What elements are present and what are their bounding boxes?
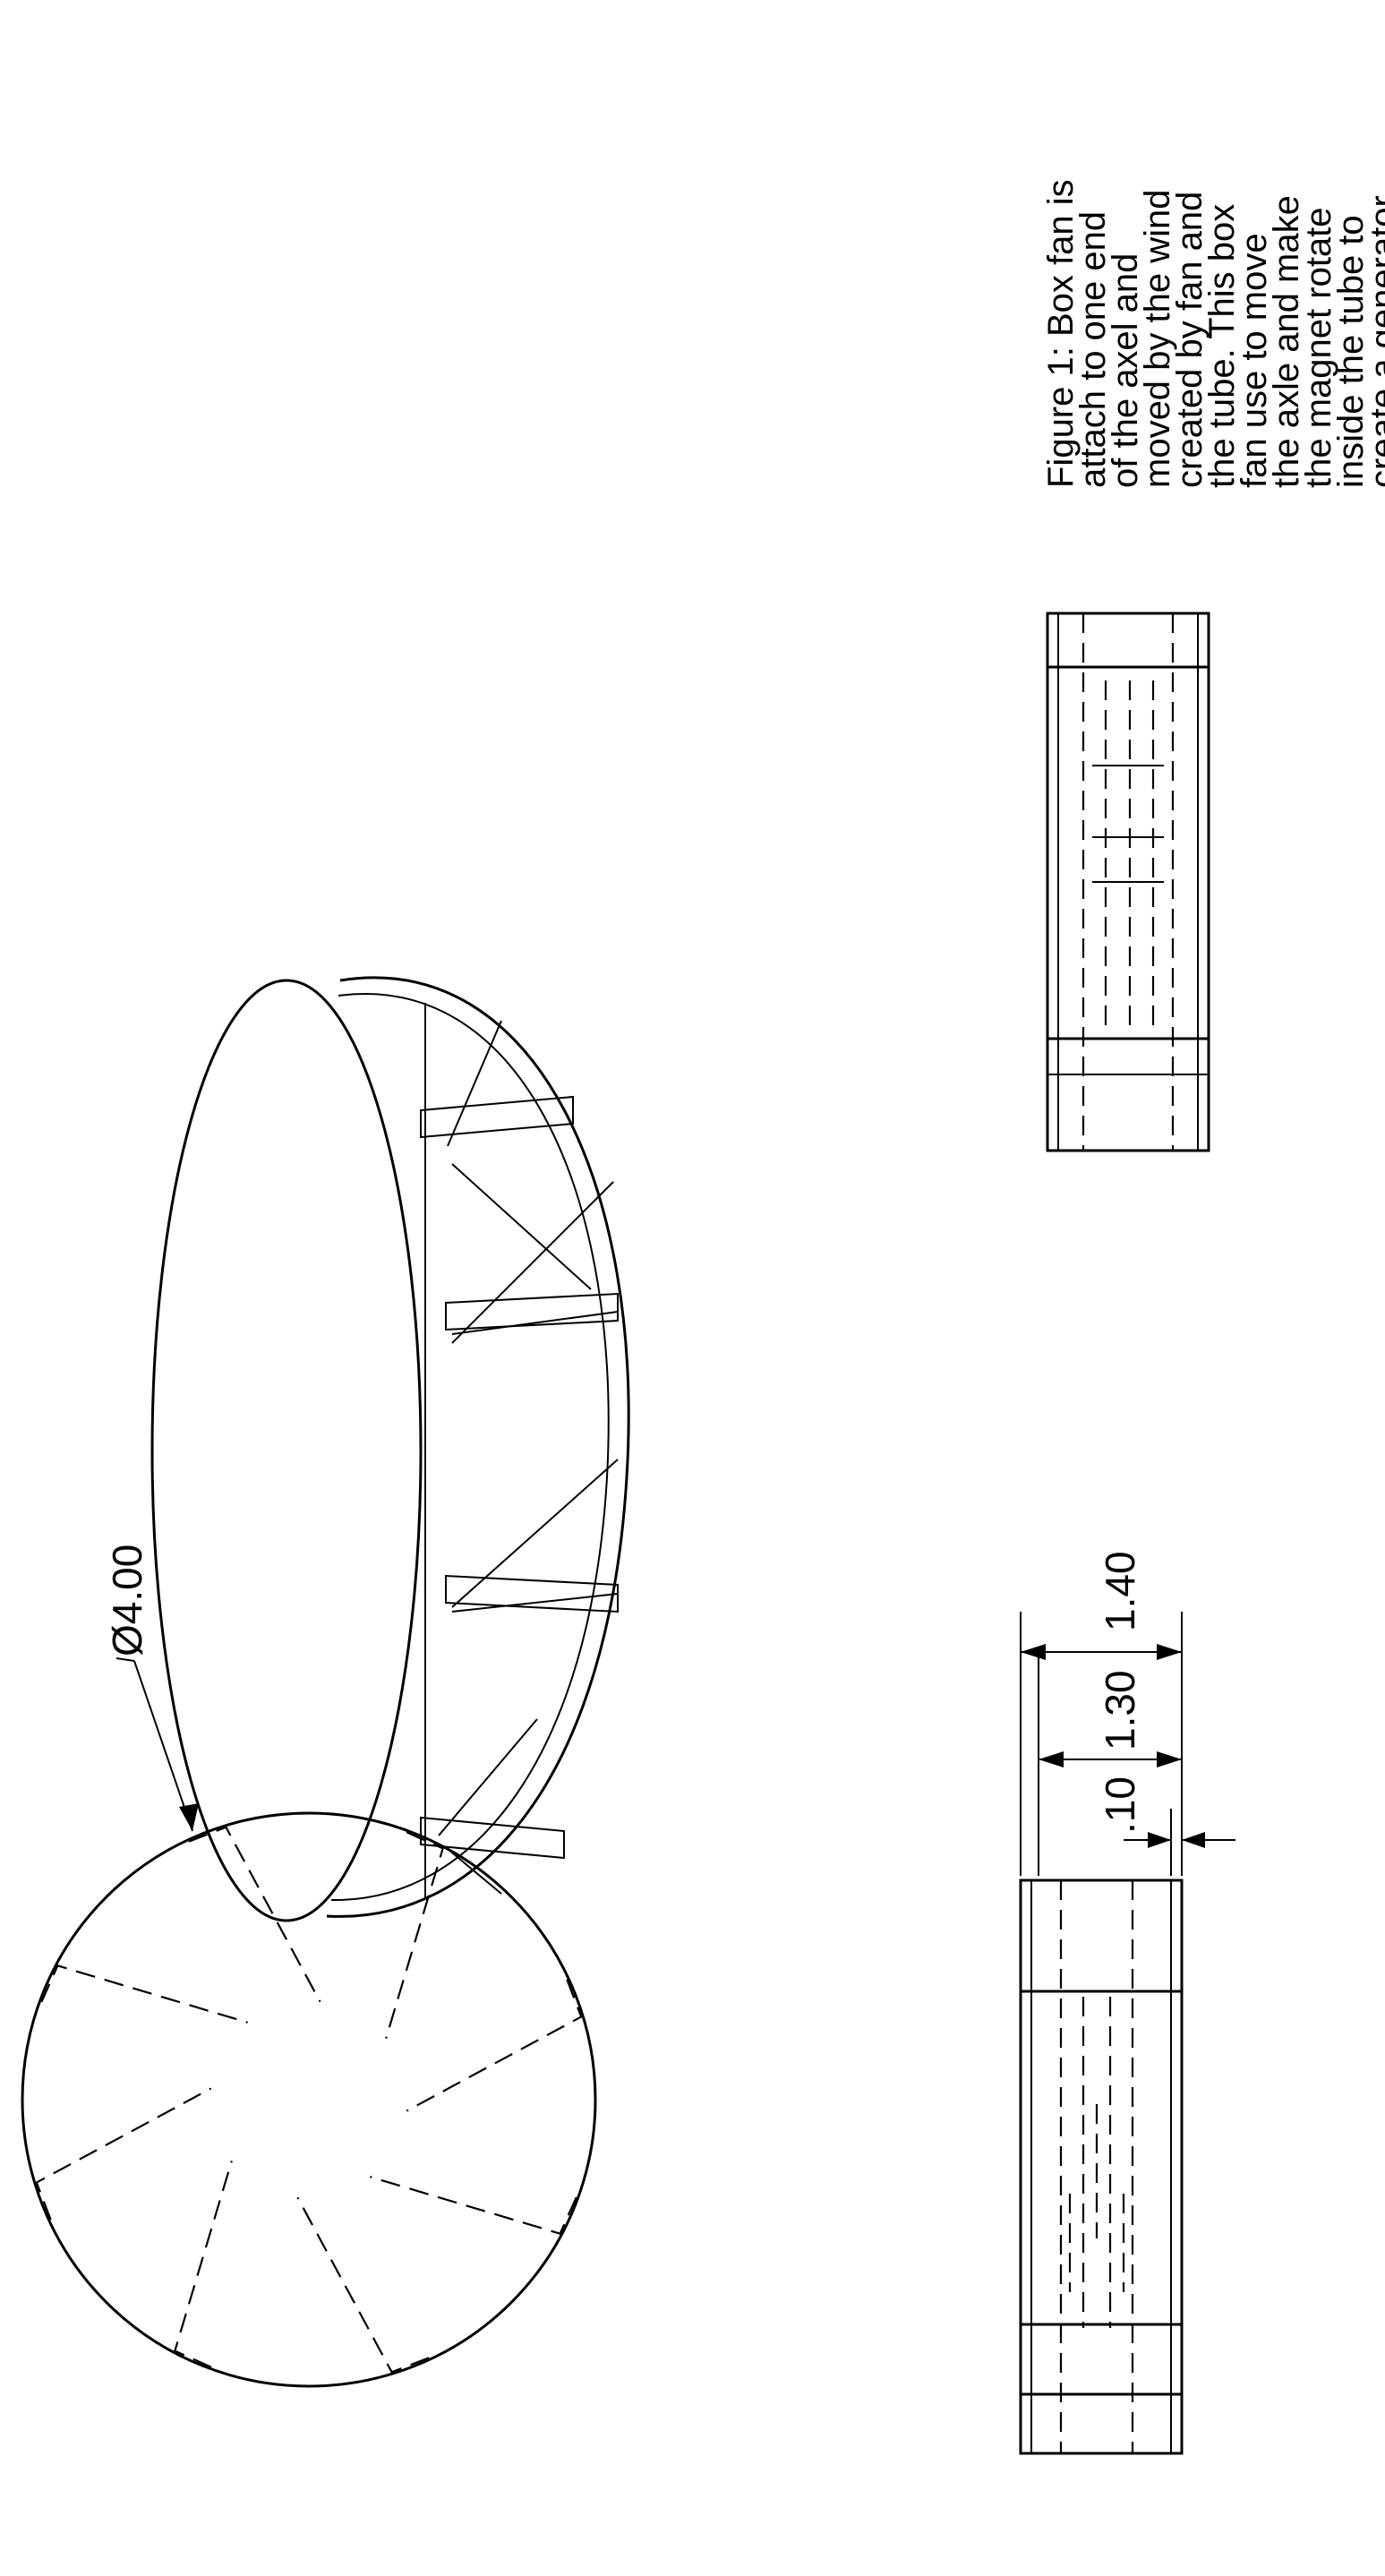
- fan-blade: [370, 2177, 576, 2233]
- iso-top-face: [152, 980, 421, 1921]
- iso-back-rim: [327, 978, 628, 1916]
- dim-length-total: 1.40: [1097, 1551, 1143, 1631]
- fan-blades: [37, 1827, 581, 2372]
- fan-blade: [297, 2197, 429, 2372]
- fan-blade: [189, 1827, 321, 2002]
- fan-top-view: [22, 1813, 595, 2386]
- diameter-callout: Ø4.00: [104, 1545, 199, 1831]
- fan-blade: [406, 1980, 581, 2111]
- fan-side-view-dimensioned: 1.40 1.30 .10: [1021, 1551, 1235, 2453]
- fan-outline-circle: [22, 1813, 595, 2386]
- fan-side-view: [1047, 613, 1209, 1151]
- fan-blade: [37, 2088, 211, 2220]
- fan-blade: [41, 1965, 247, 2022]
- dim-length-inner: 1.30: [1097, 1670, 1143, 1750]
- diameter-leader-line: [134, 1661, 192, 1831]
- dim-wall: .10: [1097, 1776, 1143, 1834]
- fan-blade: [386, 1832, 442, 2038]
- figure-caption: Figure 1: Box fan isattach to one endof …: [1041, 179, 1385, 488]
- diameter-leader-tail: [116, 1658, 134, 1661]
- diameter-arrowhead: [179, 1803, 199, 1831]
- side-view-hidden-lines: [1061, 1880, 1133, 2453]
- iso-back-rim-inner: [331, 994, 609, 1900]
- fan-isometric-view: [152, 978, 628, 1921]
- caption-line: create a generator.: [1364, 187, 1385, 488]
- fan-blade: [175, 2161, 231, 2366]
- iso-ribs: [421, 1003, 618, 1898]
- diameter-label: Ø4.00: [104, 1545, 150, 1656]
